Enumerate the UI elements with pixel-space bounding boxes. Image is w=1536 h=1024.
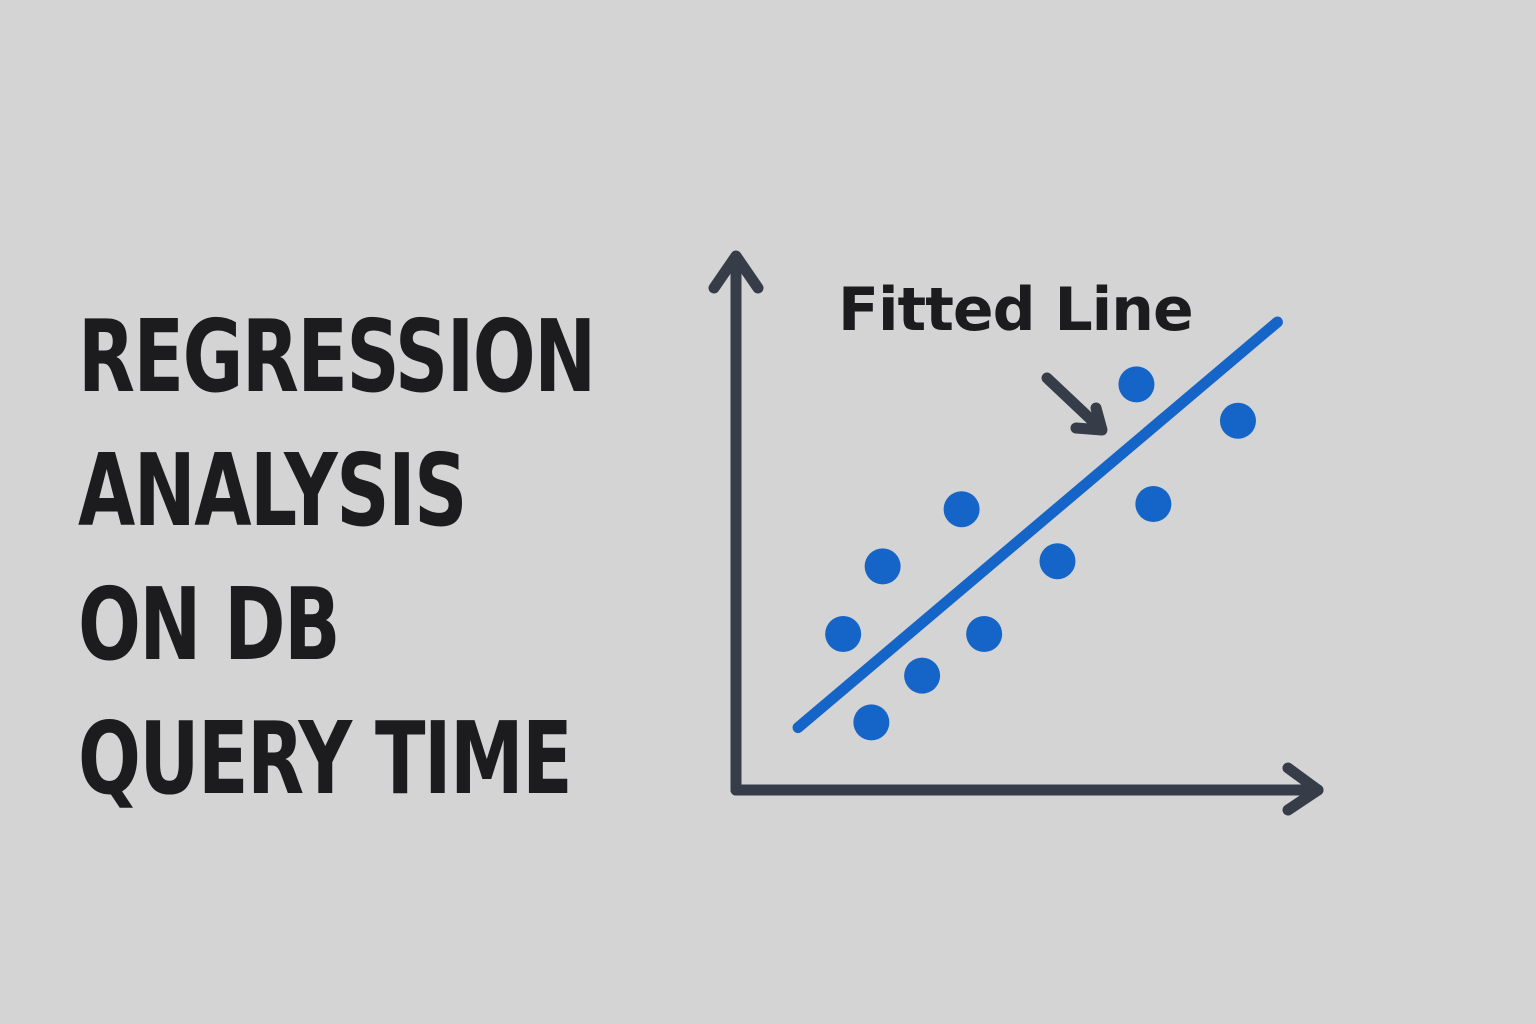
data-point-2	[853, 704, 890, 741]
data-point-10	[1219, 402, 1256, 439]
title-line-3: ON DB	[78, 566, 341, 683]
y-axis-arrowhead	[708, 250, 764, 294]
data-point-4	[904, 657, 941, 694]
data-point-1	[825, 616, 862, 652]
data-point-8	[1118, 366, 1155, 403]
annotation-arrowhead	[1070, 402, 1108, 436]
data-point-9	[1135, 486, 1172, 522]
axes	[708, 250, 1324, 816]
data-point-5	[943, 491, 980, 528]
annotation-arrow-shaft	[1041, 372, 1106, 434]
fitted-line	[792, 316, 1283, 734]
fitted-line-layer	[792, 316, 1283, 734]
data-point-6	[966, 616, 1003, 652]
annotation: Fitted Line	[838, 275, 1194, 436]
x-axis-arrowhead	[1282, 762, 1324, 816]
data-points	[825, 366, 1256, 741]
data-point-7	[1039, 543, 1076, 580]
title-line-1: REGRESSION	[78, 298, 596, 415]
data-point-3	[864, 548, 901, 585]
title-line-2: ANALYSIS	[78, 432, 467, 549]
fitted-line-annotation-label: Fitted Line	[838, 275, 1193, 345]
title-block: REGRESSION ANALYSIS ON DB QUERY TIME	[78, 290, 678, 826]
title-line-4: QUERY TIME	[78, 700, 573, 817]
